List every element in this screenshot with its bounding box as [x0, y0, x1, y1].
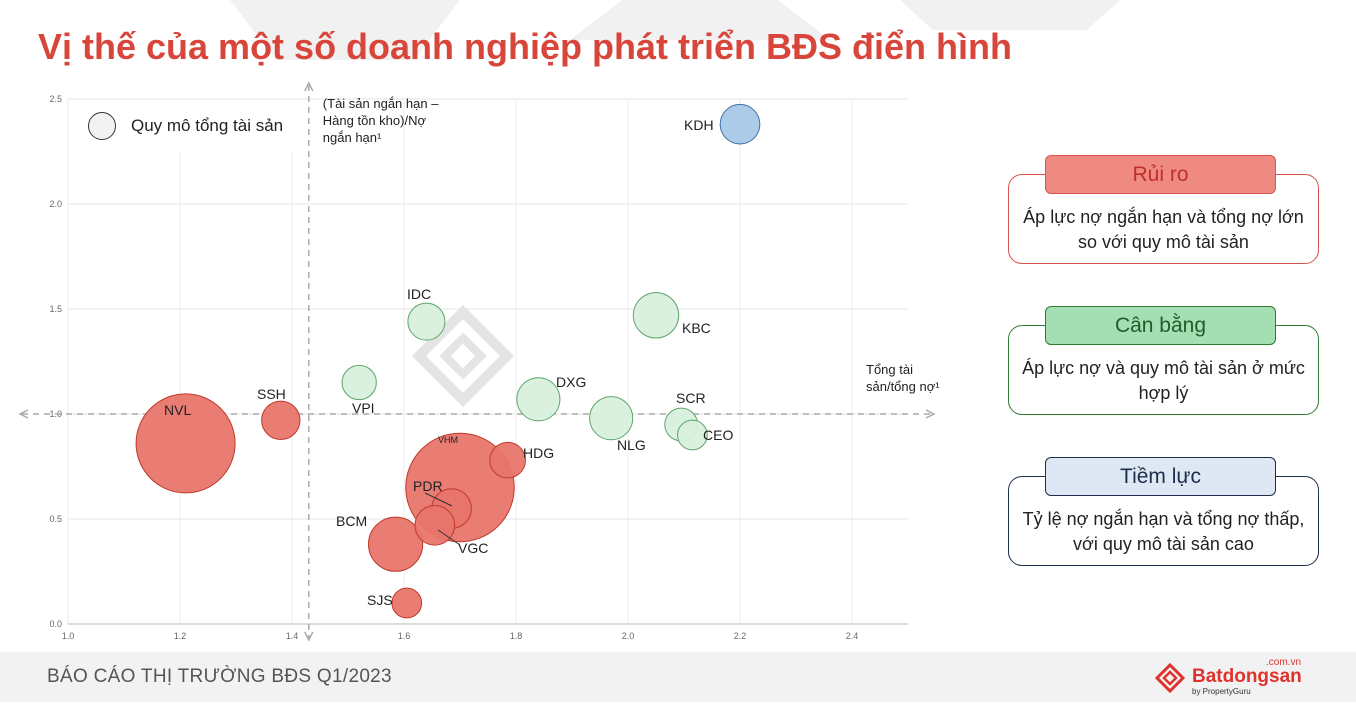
x-tick-label: 2.4	[846, 631, 859, 641]
card-risk-title: Rủi ro	[1045, 155, 1276, 194]
x-tick-label: 1.8	[510, 631, 523, 641]
bubble-hdg	[489, 441, 526, 479]
bubble-sjs	[391, 587, 423, 619]
arrow-right-icon	[925, 409, 936, 419]
legend-label: Quy mô tổng tài sản	[131, 116, 284, 135]
legend-bubble-icon	[88, 112, 116, 140]
bubble-label-bcm: BCM	[336, 513, 367, 529]
batdongsan-logo: .com.vn Batdongsan by PropertyGuru	[1154, 657, 1304, 696]
arrow-left-icon	[18, 409, 29, 419]
leader-line	[437, 529, 461, 546]
logo-domain: .com.vn	[1266, 657, 1302, 668]
card-balanced-title: Cân bằng	[1045, 306, 1276, 345]
bubble-bcm	[367, 516, 424, 572]
y-tick-label: 0.5	[49, 514, 62, 524]
bubble-label-dxg: DXG	[556, 374, 586, 390]
watermark-logo-icon	[411, 304, 515, 408]
x-tick-label: 1.4	[286, 631, 299, 641]
bubble-label-vgc: VGC	[458, 540, 488, 556]
card-balanced-body: Áp lực nợ và quy mô tài sản ở mức hợp lý	[1022, 358, 1305, 403]
bubble-kbc	[632, 292, 680, 339]
card-risk: Rủi ro Áp lực nợ ngắn hạn và tổng nợ lớn…	[1008, 155, 1319, 264]
leader-line	[424, 492, 453, 507]
bubble-label-hdg: HDG	[523, 445, 554, 461]
y-tick-label: 2.0	[49, 199, 62, 209]
bubble-vpi	[341, 364, 377, 401]
bubble-label-nvl: NVL	[164, 402, 191, 418]
bubble-label-ssh: SSH	[257, 386, 286, 402]
x-tick-label: 1.2	[174, 631, 187, 641]
card-balanced: Cân bằng Áp lực nợ và quy mô tài sản ở m…	[1008, 306, 1319, 415]
x-tick-label: 1.6	[398, 631, 411, 641]
card-potential: Tiềm lực Tỷ lệ nợ ngắn hạn và tổng nợ th…	[1008, 457, 1319, 566]
bubble-dxg	[516, 377, 561, 422]
house-logo-icon	[1154, 662, 1186, 694]
x-tick-label: 1.0	[62, 631, 75, 641]
x-tick-label: 2.2	[734, 631, 747, 641]
x-axis-title: Tổng tài sản/tổng nợ¹	[866, 362, 940, 394]
bubble-label-scr: SCR	[676, 390, 706, 406]
card-risk-body: Áp lực nợ ngắn hạn và tổng nợ lớn so với…	[1023, 207, 1304, 252]
y-tick-label: 1.5	[49, 304, 62, 314]
footer: BÁO CÁO THỊ TRƯỜNG BĐS Q1/2023 .com.vn B…	[0, 652, 1356, 702]
y-tick-label: 2.5	[49, 94, 62, 104]
bubble-ssh	[261, 400, 301, 440]
bubble-nlg	[589, 396, 634, 441]
page-title: Vị thế của một số doanh nghiệp phát triể…	[38, 26, 1013, 67]
bubble-label-idc: IDC	[407, 286, 431, 302]
y-axis-title: (Tài sản ngắn hạn – Hàng tồn kho)/Nợ ngắn …	[323, 96, 439, 145]
bubble-nvl	[135, 393, 236, 494]
bubble-label-vpi: VPI	[352, 400, 375, 416]
bubble-label-kbc: KBC	[682, 320, 711, 336]
logo-name: Batdongsan	[1192, 666, 1302, 687]
logo-by: by PropertyGuru	[1192, 687, 1251, 696]
bubble-ceo	[677, 419, 708, 451]
card-potential-title: Tiềm lực	[1045, 457, 1276, 496]
bubble-idc	[407, 302, 446, 341]
y-tick-label: 0.0	[49, 619, 62, 629]
arrow-down-icon	[304, 631, 314, 642]
footer-text: BÁO CÁO THỊ TRƯỜNG BĐS Q1/2023	[47, 666, 392, 687]
bubble-label-ceo: CEO	[703, 427, 733, 443]
bubble-kdh	[719, 103, 761, 145]
bubble-label-sjs: SJS	[367, 592, 393, 608]
bubble-label-pdr: PDR	[413, 478, 443, 494]
bubble-label-nlg: NLG	[617, 437, 646, 453]
bubble-vgc	[414, 505, 456, 546]
bubble-label-kdh: KDH	[684, 117, 714, 133]
bubble-label-vhm: VHM	[438, 435, 458, 445]
arrow-up-icon	[304, 81, 314, 92]
x-tick-label: 2.0	[622, 631, 635, 641]
card-potential-body: Tỷ lệ nợ ngắn hạn và tổng nợ thấp, với q…	[1022, 509, 1305, 554]
watermark-logo-inner-icon	[439, 332, 487, 380]
